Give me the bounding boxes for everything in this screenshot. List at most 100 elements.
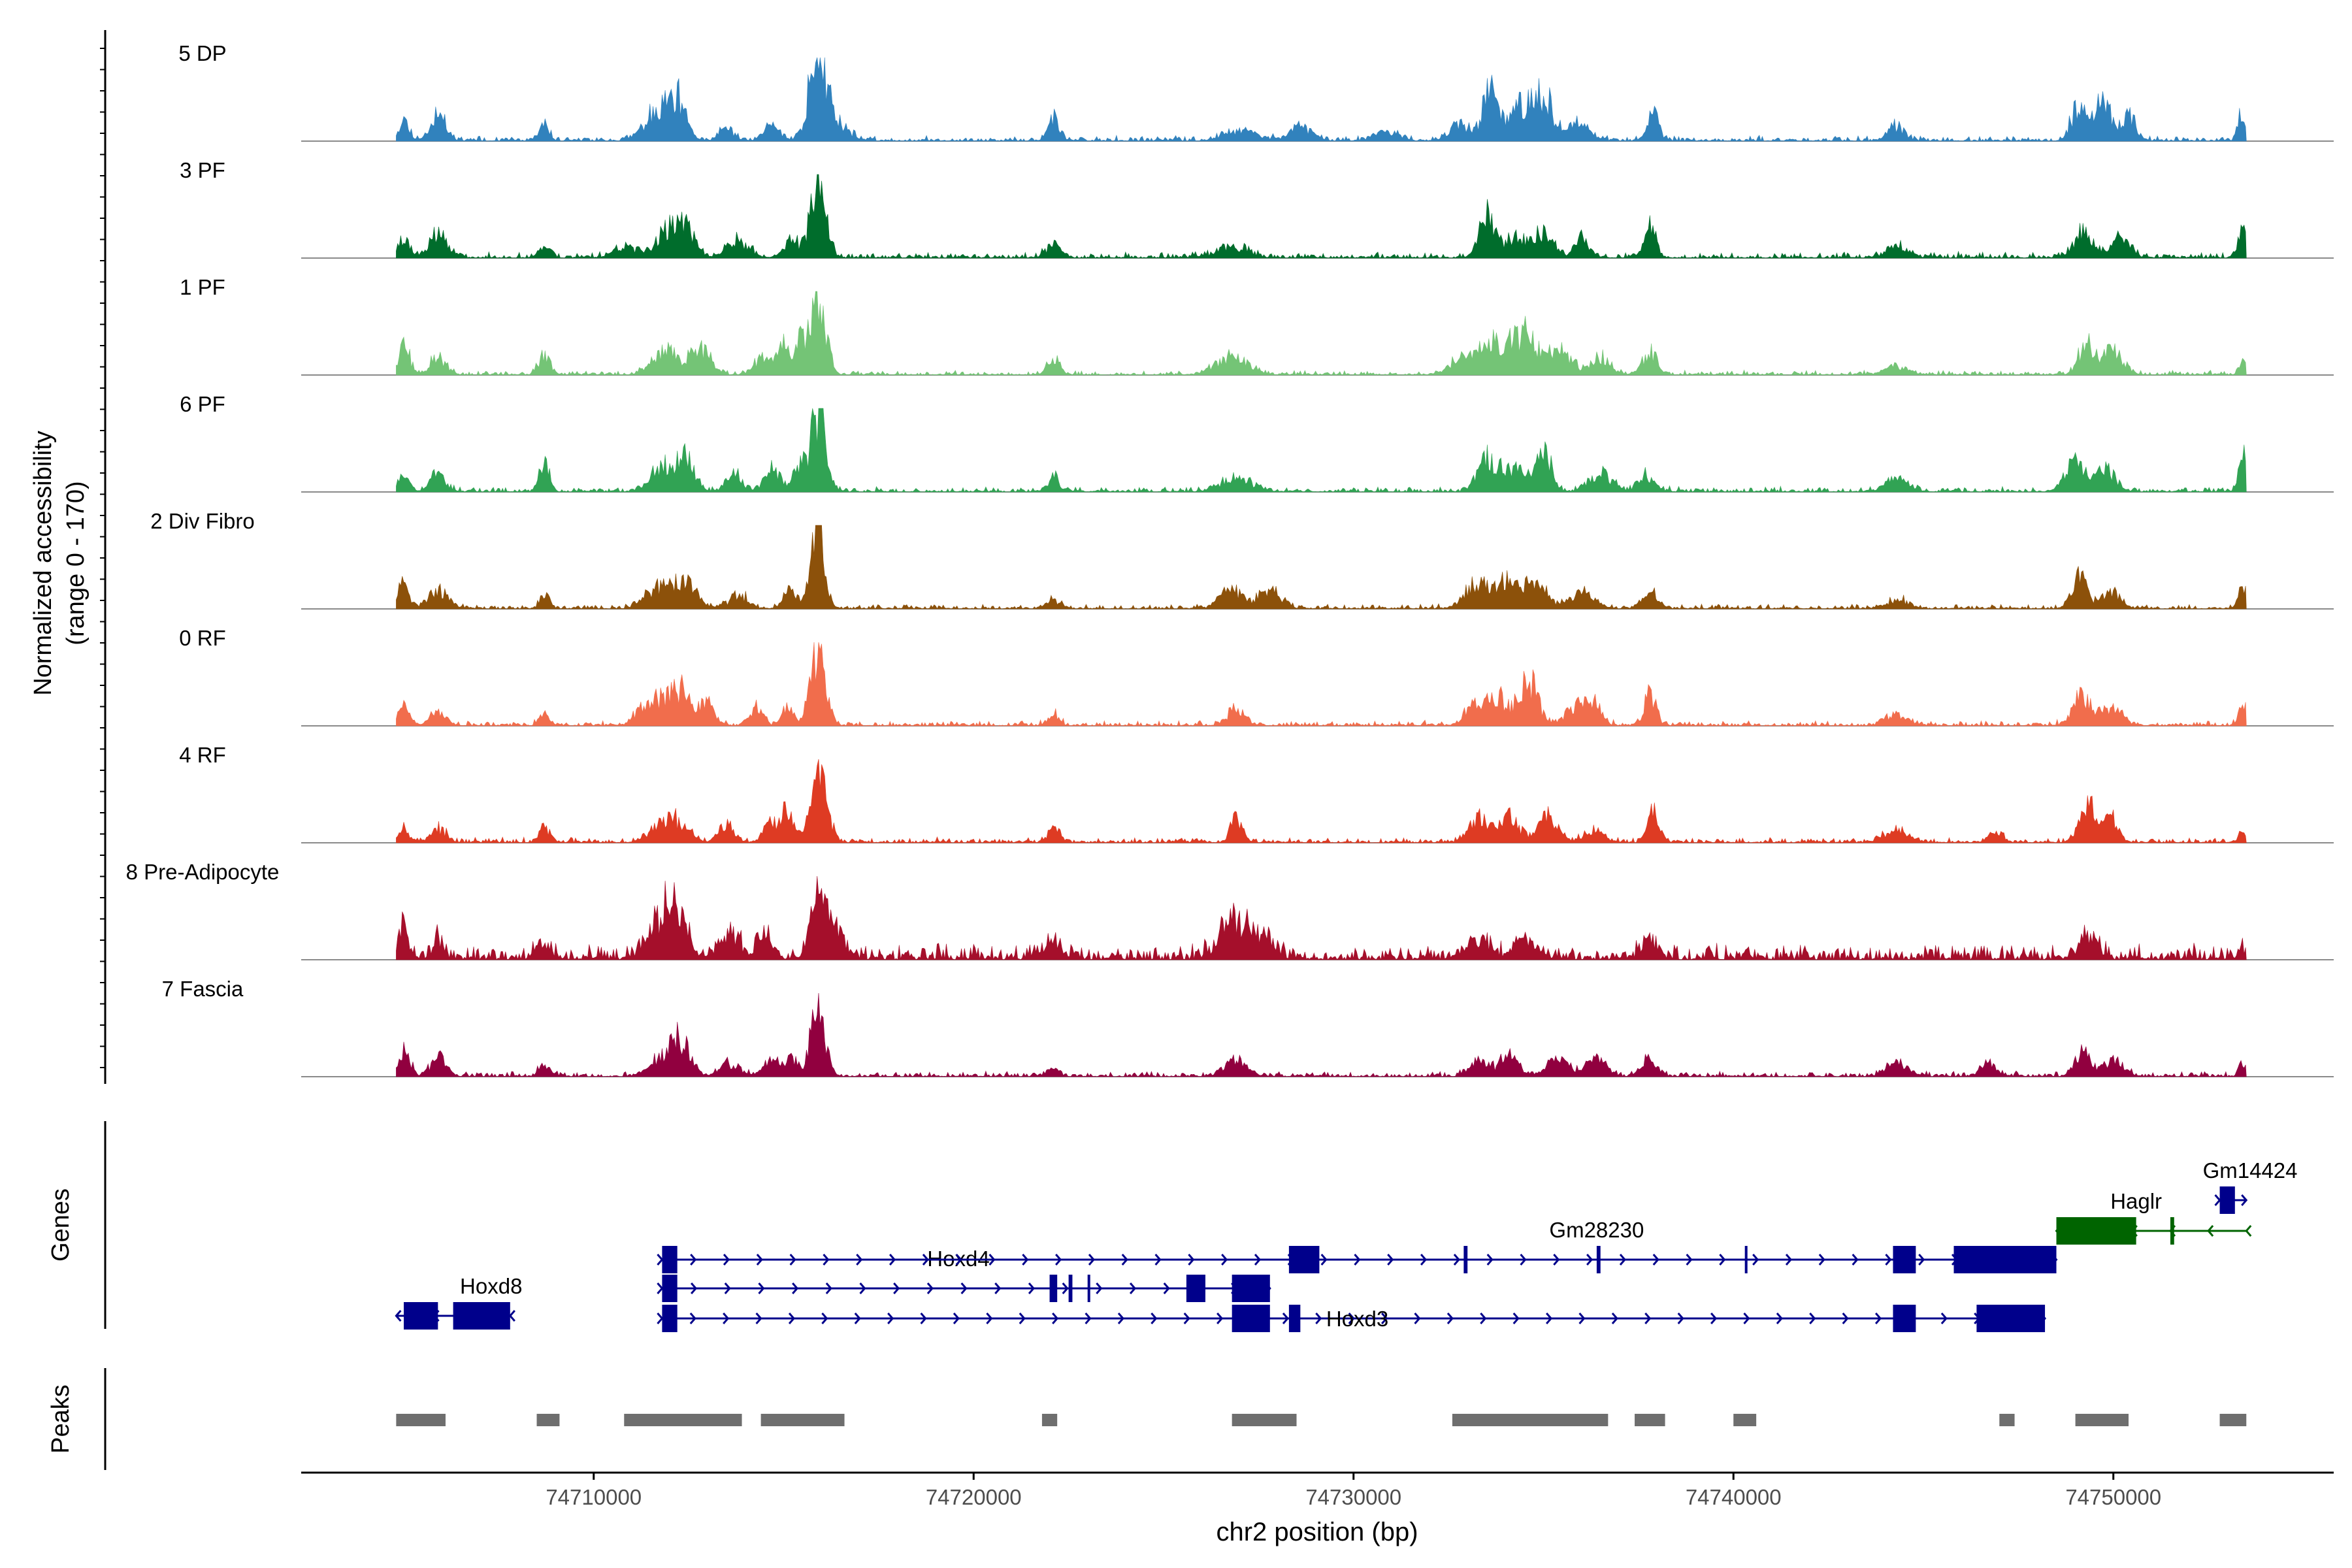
strand-chevron <box>1217 1313 1224 1324</box>
coverage-area <box>396 291 2247 376</box>
gene-exon <box>1288 1305 1301 1332</box>
x-axis-tick-label: 74740000 <box>1686 1485 1782 1509</box>
peak-region <box>1999 1414 2015 1426</box>
track-label: 8 Pre-Adipocyte <box>126 860 280 884</box>
y-axis-title-line-1: Normalized accessibility <box>29 431 57 695</box>
strand-chevron <box>1221 1254 1228 1266</box>
strand-chevron <box>1785 1254 1793 1266</box>
strand-chevron <box>788 1313 796 1324</box>
strand-chevron <box>1121 1254 1128 1266</box>
coverage-area <box>396 174 2247 259</box>
strand-chevron <box>823 1254 830 1266</box>
strand-chevron <box>1918 1254 1925 1266</box>
genes-panel-label: Genes <box>47 1188 74 1262</box>
strand-chevron <box>1315 1313 1322 1324</box>
track-label: 4 RF <box>179 743 226 767</box>
strand-chevron <box>1818 1254 1825 1266</box>
strand-chevron <box>1809 1313 1816 1324</box>
strand-chevron <box>1354 1254 1361 1266</box>
strand-chevron <box>1062 1282 1069 1294</box>
strand-chevron <box>887 1313 894 1324</box>
strand-chevron <box>1677 1313 1684 1324</box>
strand-chevron <box>657 1282 664 1294</box>
gene-exon <box>662 1246 678 1273</box>
strand-chevron <box>1512 1313 1520 1324</box>
strand-chevron <box>689 1313 696 1324</box>
track-label: 5 DP <box>178 41 226 65</box>
strand-chevron <box>1644 1313 1652 1324</box>
coverage-area <box>396 57 2247 142</box>
strand-chevron <box>1019 1313 1026 1324</box>
y-axis-ticks <box>100 48 105 1068</box>
peak-regions <box>396 1414 2247 1426</box>
strand-chevron <box>1545 1313 1553 1324</box>
peak-region <box>1635 1414 1665 1426</box>
strand-chevron <box>1381 1313 1388 1324</box>
gene-exon <box>662 1305 678 1332</box>
coverage-area <box>396 875 2247 961</box>
gene-exon <box>1463 1246 1468 1273</box>
gene-label: Hoxd3 <box>1326 1307 1388 1331</box>
strand-chevron <box>953 1313 960 1324</box>
track-5-dp: 5 DP <box>178 41 2334 142</box>
strand-chevron <box>1480 1313 1487 1324</box>
strand-chevron <box>1085 1313 1092 1324</box>
gene-exon <box>1087 1275 1090 1302</box>
track-0-rf: 0 RF <box>179 626 2334 727</box>
strand-chevron <box>920 1313 927 1324</box>
strand-chevron <box>1096 1282 1103 1294</box>
gene-exon <box>1049 1275 1058 1302</box>
strand-chevron <box>657 1254 664 1266</box>
coverage-tracks: 5 DP 3 PF 1 PF 6 PF 2 Div Fibro 0 RF 4 RF 8 Pre… <box>126 41 2334 1077</box>
gene-label: Gm28230 <box>1549 1218 1644 1242</box>
gene-exon <box>1288 1246 1320 1273</box>
gene-hoxd4: Hoxd4 <box>657 1247 1271 1302</box>
strand-chevron <box>854 1313 861 1324</box>
strand-chevron <box>889 1254 896 1266</box>
strand-chevron <box>2245 1225 2252 1237</box>
track-label: 3 PF <box>180 158 225 182</box>
strand-chevron <box>1129 1282 1137 1294</box>
strand-chevron <box>1686 1254 1693 1266</box>
strand-chevron <box>2241 1194 2248 1206</box>
gene-exon <box>1068 1275 1073 1302</box>
track-1-pf: 1 PF <box>180 275 2334 376</box>
strand-chevron <box>792 1282 799 1294</box>
peak-region <box>396 1414 446 1426</box>
strand-chevron <box>1028 1282 1035 1294</box>
strand-chevron <box>2214 1194 2221 1206</box>
x-axis-title: chr2 position (bp) <box>1216 1518 1418 1546</box>
strand-chevron <box>1188 1254 1195 1266</box>
peak-region <box>624 1414 742 1426</box>
track-2-div-fibro: 2 Div Fibro <box>150 509 2334 610</box>
gene-exon <box>2170 1217 2174 1245</box>
track-3-pf: 3 PF <box>180 158 2334 259</box>
strand-chevron <box>1088 1254 1095 1266</box>
track-label: 1 PF <box>180 275 225 299</box>
strand-chevron <box>856 1254 863 1266</box>
peak-region <box>1733 1414 1757 1426</box>
x-axis-ticks: 74710000 74720000 74730000 74740000 74750000 <box>546 1473 2161 1509</box>
strand-chevron <box>859 1282 866 1294</box>
strand-chevron <box>988 1254 996 1266</box>
strand-chevron <box>508 1310 515 1322</box>
gene-exon <box>404 1302 438 1330</box>
track-label: 2 Div Fibro <box>150 509 255 533</box>
gene-annotations: Hoxd8 Hoxd4 Hoxd3 Gm28230 Haglr Gm14424 <box>395 1158 2298 1332</box>
gene-exon <box>662 1275 678 1302</box>
strand-chevron <box>1940 1313 1948 1324</box>
gene-label: Haglr <box>2110 1189 2162 1213</box>
x-axis-tick-label: 74710000 <box>546 1485 642 1509</box>
strand-chevron <box>1022 1254 1029 1266</box>
peak-region <box>536 1414 560 1426</box>
strand-chevron <box>2207 1225 2214 1237</box>
strand-chevron <box>395 1310 402 1322</box>
x-axis-tick-label: 74720000 <box>926 1485 1022 1509</box>
strand-chevron <box>1486 1254 1494 1266</box>
strand-chevron <box>960 1282 968 1294</box>
gene-hoxd3: Hoxd3 <box>657 1305 2047 1332</box>
gene-gm14424: Gm14424 <box>2203 1158 2298 1214</box>
gene-label: Gm14424 <box>2203 1158 2298 1183</box>
x-axis-tick-label: 74750000 <box>2065 1485 2161 1509</box>
peaks-panel-label: Peaks <box>47 1384 74 1454</box>
